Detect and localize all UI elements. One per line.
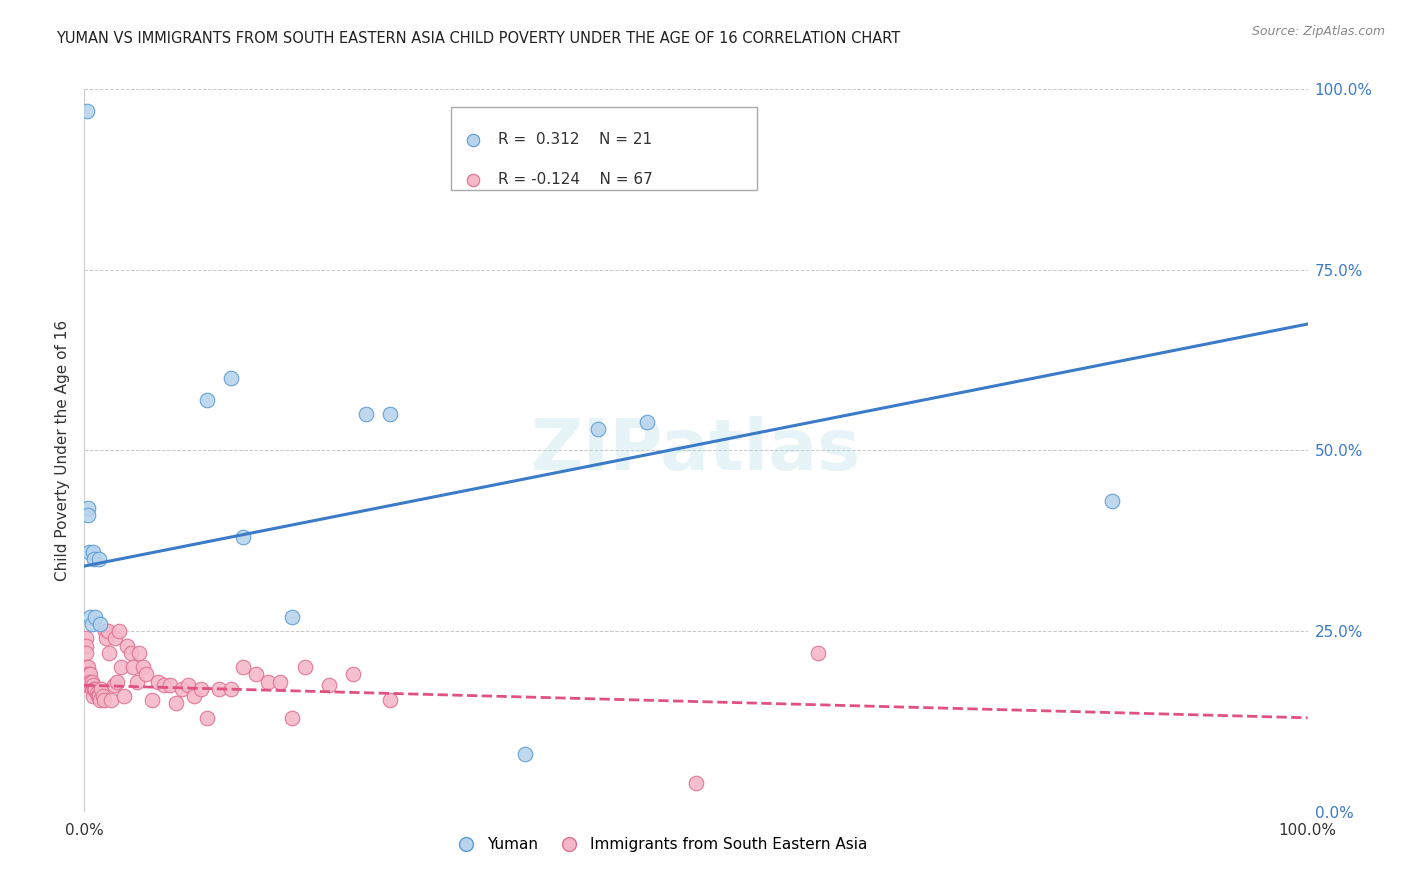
Point bbox=[77, 501, 100, 516]
Point bbox=[380, 407, 402, 421]
Point bbox=[89, 616, 111, 631]
Point bbox=[84, 681, 107, 696]
Point bbox=[100, 692, 122, 706]
Point bbox=[636, 415, 658, 429]
Point bbox=[79, 674, 101, 689]
Point bbox=[107, 624, 129, 639]
Point bbox=[1101, 494, 1123, 508]
Point bbox=[146, 674, 169, 689]
Point bbox=[195, 392, 218, 407]
Point bbox=[76, 103, 98, 118]
Point bbox=[219, 371, 242, 385]
Point bbox=[77, 674, 100, 689]
Point bbox=[77, 678, 100, 692]
Point bbox=[97, 646, 120, 660]
Point bbox=[183, 689, 205, 703]
Point bbox=[87, 689, 110, 703]
Point bbox=[77, 508, 100, 523]
Point bbox=[79, 667, 101, 681]
Point bbox=[82, 544, 104, 558]
Point bbox=[76, 678, 98, 692]
Point bbox=[104, 632, 127, 646]
Point bbox=[318, 678, 340, 692]
Point bbox=[80, 616, 103, 631]
Point bbox=[89, 692, 111, 706]
Text: R = -0.124    N = 67: R = -0.124 N = 67 bbox=[498, 172, 652, 187]
Point bbox=[354, 407, 377, 421]
Point bbox=[91, 689, 114, 703]
Point bbox=[208, 681, 231, 696]
Point bbox=[77, 667, 100, 681]
Point bbox=[79, 609, 101, 624]
Point bbox=[172, 681, 194, 696]
Point bbox=[342, 667, 364, 681]
FancyBboxPatch shape bbox=[451, 107, 758, 190]
Point bbox=[75, 639, 97, 653]
Point bbox=[105, 674, 128, 689]
Point bbox=[463, 133, 485, 147]
Point bbox=[86, 685, 108, 699]
Text: Source: ZipAtlas.com: Source: ZipAtlas.com bbox=[1251, 25, 1385, 38]
Point bbox=[120, 646, 142, 660]
Point bbox=[257, 674, 280, 689]
Text: R =  0.312    N = 21: R = 0.312 N = 21 bbox=[498, 132, 652, 147]
Point bbox=[281, 711, 304, 725]
Point bbox=[75, 646, 97, 660]
Point bbox=[112, 689, 135, 703]
Point bbox=[83, 681, 105, 696]
Point bbox=[77, 660, 100, 674]
Legend: Yuman, Immigrants from South Eastern Asia: Yuman, Immigrants from South Eastern Asi… bbox=[444, 831, 875, 858]
Point bbox=[87, 551, 110, 566]
Point bbox=[165, 696, 187, 710]
Point bbox=[82, 689, 104, 703]
Text: YUMAN VS IMMIGRANTS FROM SOUTH EASTERN ASIA CHILD POVERTY UNDER THE AGE OF 16 CO: YUMAN VS IMMIGRANTS FROM SOUTH EASTERN A… bbox=[56, 31, 900, 46]
Point bbox=[103, 678, 125, 692]
Point bbox=[76, 667, 98, 681]
Point bbox=[93, 692, 115, 706]
Point bbox=[96, 632, 118, 646]
Point bbox=[87, 689, 110, 703]
Point bbox=[77, 544, 100, 558]
Point bbox=[132, 660, 155, 674]
Point bbox=[122, 660, 145, 674]
Point bbox=[195, 711, 218, 725]
Point bbox=[245, 667, 267, 681]
Point bbox=[135, 667, 157, 681]
Point bbox=[463, 172, 485, 186]
Point bbox=[80, 681, 103, 696]
Point bbox=[83, 551, 105, 566]
Point bbox=[159, 678, 181, 692]
Point bbox=[90, 681, 112, 696]
Point bbox=[281, 609, 304, 624]
Point bbox=[232, 660, 254, 674]
Point bbox=[232, 530, 254, 544]
Point bbox=[84, 609, 107, 624]
Text: ZIPatlas: ZIPatlas bbox=[531, 416, 860, 485]
Point bbox=[82, 678, 104, 692]
Point bbox=[115, 639, 138, 653]
Point bbox=[380, 692, 402, 706]
Point bbox=[513, 747, 536, 761]
Point bbox=[294, 660, 316, 674]
Point bbox=[77, 667, 100, 681]
Point bbox=[153, 678, 176, 692]
Point bbox=[219, 681, 242, 696]
Point bbox=[76, 660, 98, 674]
Y-axis label: Child Poverty Under the Age of 16: Child Poverty Under the Age of 16 bbox=[55, 320, 70, 581]
Point bbox=[97, 624, 120, 639]
Point bbox=[685, 776, 707, 790]
Point bbox=[177, 678, 200, 692]
Point bbox=[141, 692, 163, 706]
Point bbox=[128, 646, 150, 660]
Point bbox=[94, 624, 117, 639]
Point bbox=[75, 632, 97, 646]
Point bbox=[586, 422, 609, 436]
Point bbox=[269, 674, 291, 689]
Point bbox=[125, 674, 148, 689]
Point bbox=[80, 674, 103, 689]
Point bbox=[110, 660, 132, 674]
Point bbox=[190, 681, 212, 696]
Point bbox=[807, 646, 830, 660]
